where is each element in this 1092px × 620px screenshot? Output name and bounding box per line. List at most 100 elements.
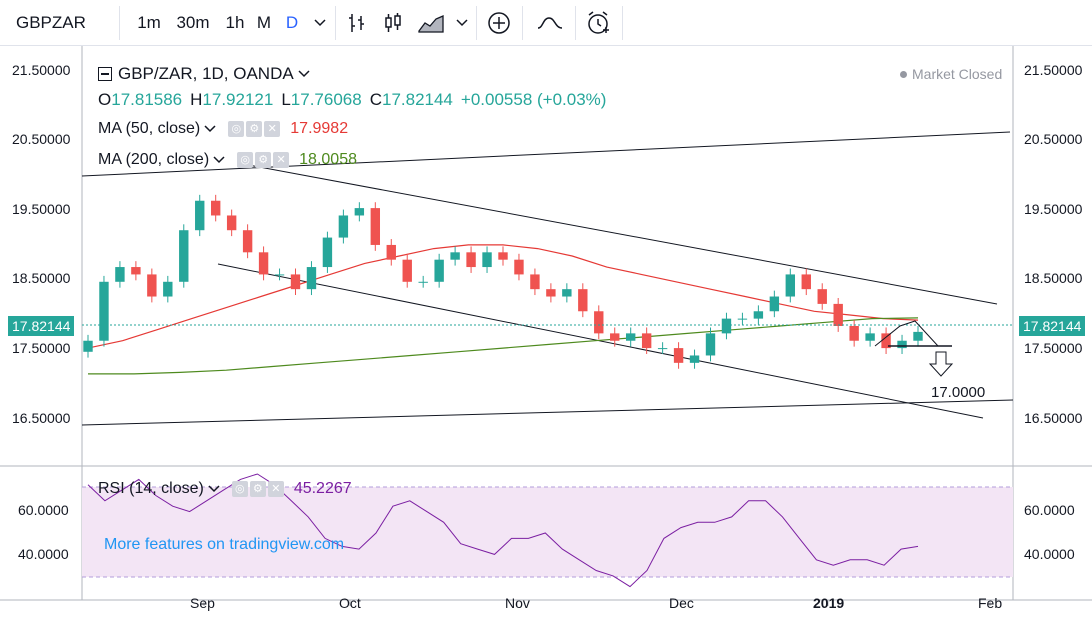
- indicators-wave-icon[interactable]: [530, 0, 570, 46]
- interval-day-button[interactable]: D: [285, 13, 299, 32]
- status-dot-icon: [900, 70, 907, 78]
- interval-dropdown-chevron-icon[interactable]: [308, 0, 332, 46]
- target-label: 17.0000: [931, 384, 985, 401]
- ma50-legend[interactable]: MA (50, close) ◎ ⚙ ✕ 17.9982: [98, 120, 348, 138]
- last-price-tag-left: 17.82144: [8, 316, 75, 336]
- high-value: 17.92121: [202, 90, 274, 109]
- candle-down: [546, 289, 556, 297]
- toolbar-divider: [119, 6, 120, 40]
- candle-down: [833, 303, 843, 326]
- rsi-settings-icon[interactable]: ⚙: [249, 481, 266, 497]
- market-status: Market Closed: [900, 66, 1002, 82]
- trendline-channel-upper[interactable]: [242, 163, 998, 305]
- candle-down: [610, 333, 620, 341]
- candle-down: [242, 230, 253, 253]
- candle-down: [530, 274, 540, 290]
- candle-down: [147, 274, 157, 297]
- rsi-line: [87, 473, 919, 588]
- ma50-visibility-icon[interactable]: ◎: [228, 121, 245, 137]
- candle-up: [721, 318, 732, 334]
- ma50-settings-icon[interactable]: ⚙: [246, 121, 263, 137]
- ma200-remove-icon[interactable]: ✕: [273, 152, 290, 168]
- ma50-label: MA (50, close): [98, 120, 201, 137]
- series-title: GBP/ZAR, 1D, OANDA: [118, 64, 294, 83]
- candlestick-style-icon[interactable]: [376, 0, 410, 46]
- series-menu-chevron-icon[interactable]: [298, 70, 310, 78]
- candle-up: [753, 311, 764, 319]
- rsi-axis-label-left: 60.0000: [18, 502, 69, 518]
- price-chart[interactable]: 17.0000: [0, 46, 1092, 620]
- series-visibility-icon[interactable]: [98, 67, 112, 81]
- candle-up: [689, 355, 700, 363]
- ma200-line: [88, 317, 919, 375]
- ma200-label: MA (200, close): [98, 151, 210, 168]
- price-axis-label-right: 21.50000: [1024, 62, 1083, 78]
- close-label: C: [369, 90, 382, 109]
- ma50-chevron-icon[interactable]: [204, 125, 216, 133]
- interval-1h-button[interactable]: 1h: [225, 13, 245, 32]
- chart-style-chevron-icon[interactable]: [452, 0, 472, 46]
- ma50-remove-icon[interactable]: ✕: [264, 121, 281, 137]
- candle-up: [785, 274, 796, 297]
- candle-down: [801, 274, 811, 290]
- ma200-chevron-icon[interactable]: [213, 156, 225, 164]
- rsi-visibility-icon[interactable]: ◎: [231, 481, 248, 497]
- candle-down: [849, 326, 859, 341]
- add-indicator-icon[interactable]: [482, 0, 516, 46]
- time-axis-label: Oct: [339, 595, 361, 611]
- candle-up: [705, 333, 716, 356]
- pattern-zigzag: [874, 320, 939, 347]
- trendline-top[interactable]: [81, 131, 1011, 177]
- time-axis-label: 2019: [813, 595, 845, 611]
- candle-down: [881, 333, 891, 349]
- candle-up: [338, 215, 349, 238]
- ma200-visibility-icon[interactable]: ◎: [237, 152, 254, 168]
- candle-up: [865, 333, 875, 341]
- time-axis-label: Nov: [505, 595, 530, 611]
- trendlines[interactable]: [81, 131, 1014, 426]
- rsi-chevron-icon[interactable]: [208, 485, 220, 493]
- pattern-annotation[interactable]: 17.0000: [874, 320, 985, 401]
- candle-down: [210, 200, 221, 216]
- candle-up: [179, 230, 189, 282]
- tradingview-watermark-link[interactable]: More features on tradingview.com: [104, 536, 345, 553]
- ma200-legend[interactable]: MA (200, close) ◎ ⚙ ✕ 18.0058: [98, 151, 357, 169]
- trendline-bottom[interactable]: [81, 399, 1014, 426]
- down-arrow-icon: [928, 351, 954, 377]
- price-axis-label-right: 19.50000: [1024, 201, 1083, 217]
- candle-down: [817, 289, 827, 304]
- price-axis-label-right: 20.50000: [1024, 131, 1083, 147]
- rsi-axis-label-right: 60.0000: [1024, 502, 1075, 518]
- interval-1m-button[interactable]: 1m: [137, 13, 161, 32]
- price-axis-label-left: 20.50000: [12, 131, 71, 147]
- toolbar-divider: [335, 6, 336, 40]
- trendline-channel-lower[interactable]: [217, 263, 984, 419]
- candle-up: [897, 340, 907, 349]
- price-axis-label-right: 16.50000: [1024, 410, 1083, 426]
- toolbar-divider: [622, 6, 623, 40]
- price-axis-label-left: 16.50000: [12, 410, 71, 426]
- interval-30m-button[interactable]: 30m: [176, 13, 210, 32]
- candle-up: [625, 333, 636, 341]
- ma200-settings-icon[interactable]: ⚙: [255, 152, 272, 168]
- series-legend[interactable]: GBP/ZAR, 1D, OANDA: [98, 64, 310, 84]
- close-value: 17.82144: [381, 90, 453, 109]
- candle-down: [402, 259, 412, 282]
- candle-up: [163, 281, 173, 297]
- change-value: +0.00558 (+0.03%): [460, 90, 607, 109]
- symbol-search-button[interactable]: GBPZAR: [16, 13, 86, 32]
- ma200-value: 18.0058: [299, 151, 357, 168]
- rsi-remove-icon[interactable]: ✕: [267, 481, 284, 497]
- price-axis-label-left: 17.50000: [12, 340, 71, 356]
- interval-month-button[interactable]: M: [256, 13, 272, 32]
- bar-style-icon[interactable]: [340, 0, 374, 46]
- rsi-band: [82, 487, 1013, 577]
- candle-up: [562, 289, 572, 297]
- chart-toolbar: GBPZAR 1m 30m 1h M D: [0, 0, 1092, 46]
- candle-down: [514, 259, 524, 275]
- candle-up: [195, 200, 205, 231]
- rsi-value: 45.2267: [293, 480, 352, 497]
- rsi-legend[interactable]: RSI (14, close) ◎ ⚙ ✕ 45.2267: [98, 480, 352, 498]
- alert-clock-icon[interactable]: [580, 0, 616, 46]
- area-style-icon[interactable]: [414, 0, 448, 46]
